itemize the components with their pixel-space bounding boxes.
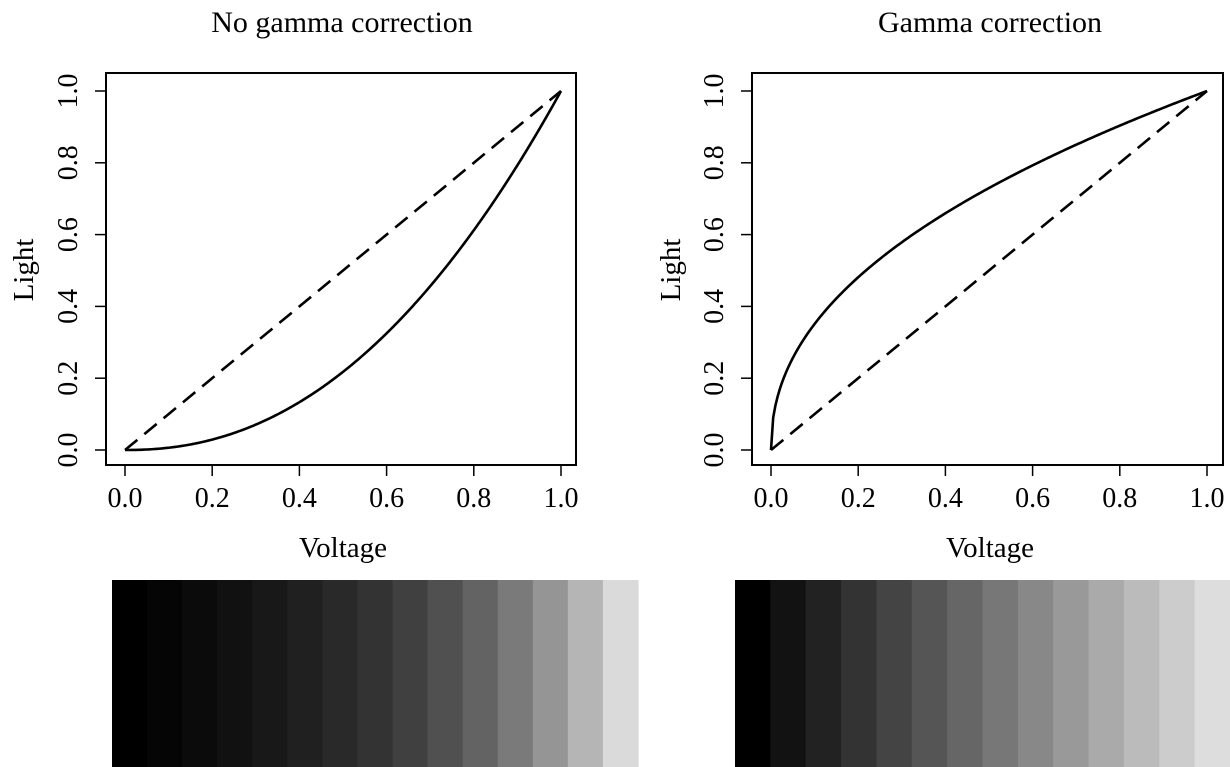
y-tick-label: 0.0 <box>53 433 84 468</box>
chart-gamma: Gamma correction Voltage Light 0.0 0.2 0.4… <box>655 6 1230 767</box>
gray-ramp-swatch <box>497 580 534 767</box>
gray-ramp-swatch <box>147 580 183 767</box>
chart-no-gamma: No gamma correction Voltage Light 0.0 0.2… <box>8 6 639 767</box>
plot-frame <box>105 72 577 466</box>
x-tick-label: 0.0 <box>754 483 789 514</box>
y-tick-label: 1.0 <box>53 74 84 109</box>
x-tick-label: 0.8 <box>456 483 491 514</box>
x-tick-label: 1.0 <box>544 483 579 514</box>
series-line-gamma <box>125 90 563 452</box>
gray-ramp-swatch <box>427 580 464 767</box>
gray-ramp-swatch <box>112 580 148 767</box>
gray-ramp-swatch <box>982 580 1019 767</box>
y-tick-label: 0.2 <box>53 361 84 396</box>
gray-ramp-swatch <box>602 580 639 767</box>
x-tick-label: 0.2 <box>195 483 230 514</box>
gray-ramp-swatch <box>1017 580 1054 767</box>
x-axis-label: Voltage <box>299 532 387 564</box>
y-tick-label: 0.6 <box>699 217 730 252</box>
chart-marks: 0.0 0.2 0.4 0.6 0.8 1.0 0.0 0.2 0.4 0.6 0.8 1.0 <box>699 74 1230 767</box>
y-tick-label: 0.4 <box>53 289 84 324</box>
gray-ramp-swatch <box>1123 580 1160 767</box>
gray-ramp-swatch <box>357 580 394 767</box>
gray-ramp-swatch <box>462 580 499 767</box>
series-line-gamma <box>769 89 1208 451</box>
gray-ramp-swatch <box>532 580 569 767</box>
gray-ramp-swatch <box>182 580 218 767</box>
x-axis-label: Voltage <box>946 532 1034 564</box>
chart-marks: 0.0 0.2 0.4 0.6 0.8 1.0 0.0 0.2 0.4 0.6 0.8 1.0 <box>53 74 639 767</box>
y-tick-label: 0.8 <box>53 145 84 180</box>
gray-ramp-swatch <box>1159 580 1196 767</box>
gray-ramp-swatch <box>841 580 878 767</box>
y-axis-label: Light <box>8 239 40 302</box>
chart-title: No gamma correction <box>211 6 473 39</box>
gray-ramp-swatch <box>322 580 359 767</box>
gray-ramp-swatch <box>947 580 984 767</box>
chart-title: Gamma correction <box>878 6 1102 39</box>
gray-ramp-swatch <box>805 580 842 767</box>
x-tick-label: 0.2 <box>841 483 876 514</box>
y-tick-label: 0.8 <box>699 145 730 180</box>
gray-ramp-swatch <box>876 580 913 767</box>
y-tick-label: 0.4 <box>699 289 730 324</box>
y-tick-label: 0.6 <box>53 217 84 252</box>
x-tick-label: 0.6 <box>369 483 404 514</box>
x-tick-label: 0.0 <box>108 483 143 514</box>
gray-ramp-swatch <box>770 580 807 767</box>
gray-ramp-swatch <box>735 580 771 767</box>
y-axis-label: Light <box>655 239 687 302</box>
x-tick-label: 0.4 <box>282 483 317 514</box>
series-line-linear <box>770 89 1208 452</box>
gray-ramp-swatch <box>1053 580 1090 767</box>
plot-frame <box>751 72 1224 466</box>
y-tick-label: 0.2 <box>699 361 730 396</box>
gray-ramp-swatch <box>287 580 323 767</box>
y-tick-label: 1.0 <box>699 74 730 109</box>
x-tick-label: 0.8 <box>1102 483 1137 514</box>
x-tick-label: 1.0 <box>1190 483 1225 514</box>
y-tick-label: 0.0 <box>699 433 730 468</box>
x-tick-label: 0.4 <box>928 483 963 514</box>
gray-ramp-swatch <box>252 580 288 767</box>
series-line-linear <box>124 89 562 452</box>
gray-ramp-swatch <box>567 580 604 767</box>
gray-ramp-swatch <box>911 580 948 767</box>
gray-ramp-swatch <box>392 580 429 767</box>
gray-ramp-swatch <box>1088 580 1125 767</box>
gray-ramp-swatch <box>1194 580 1230 767</box>
x-tick-label: 0.6 <box>1015 483 1050 514</box>
gray-ramp-swatch <box>217 580 253 767</box>
